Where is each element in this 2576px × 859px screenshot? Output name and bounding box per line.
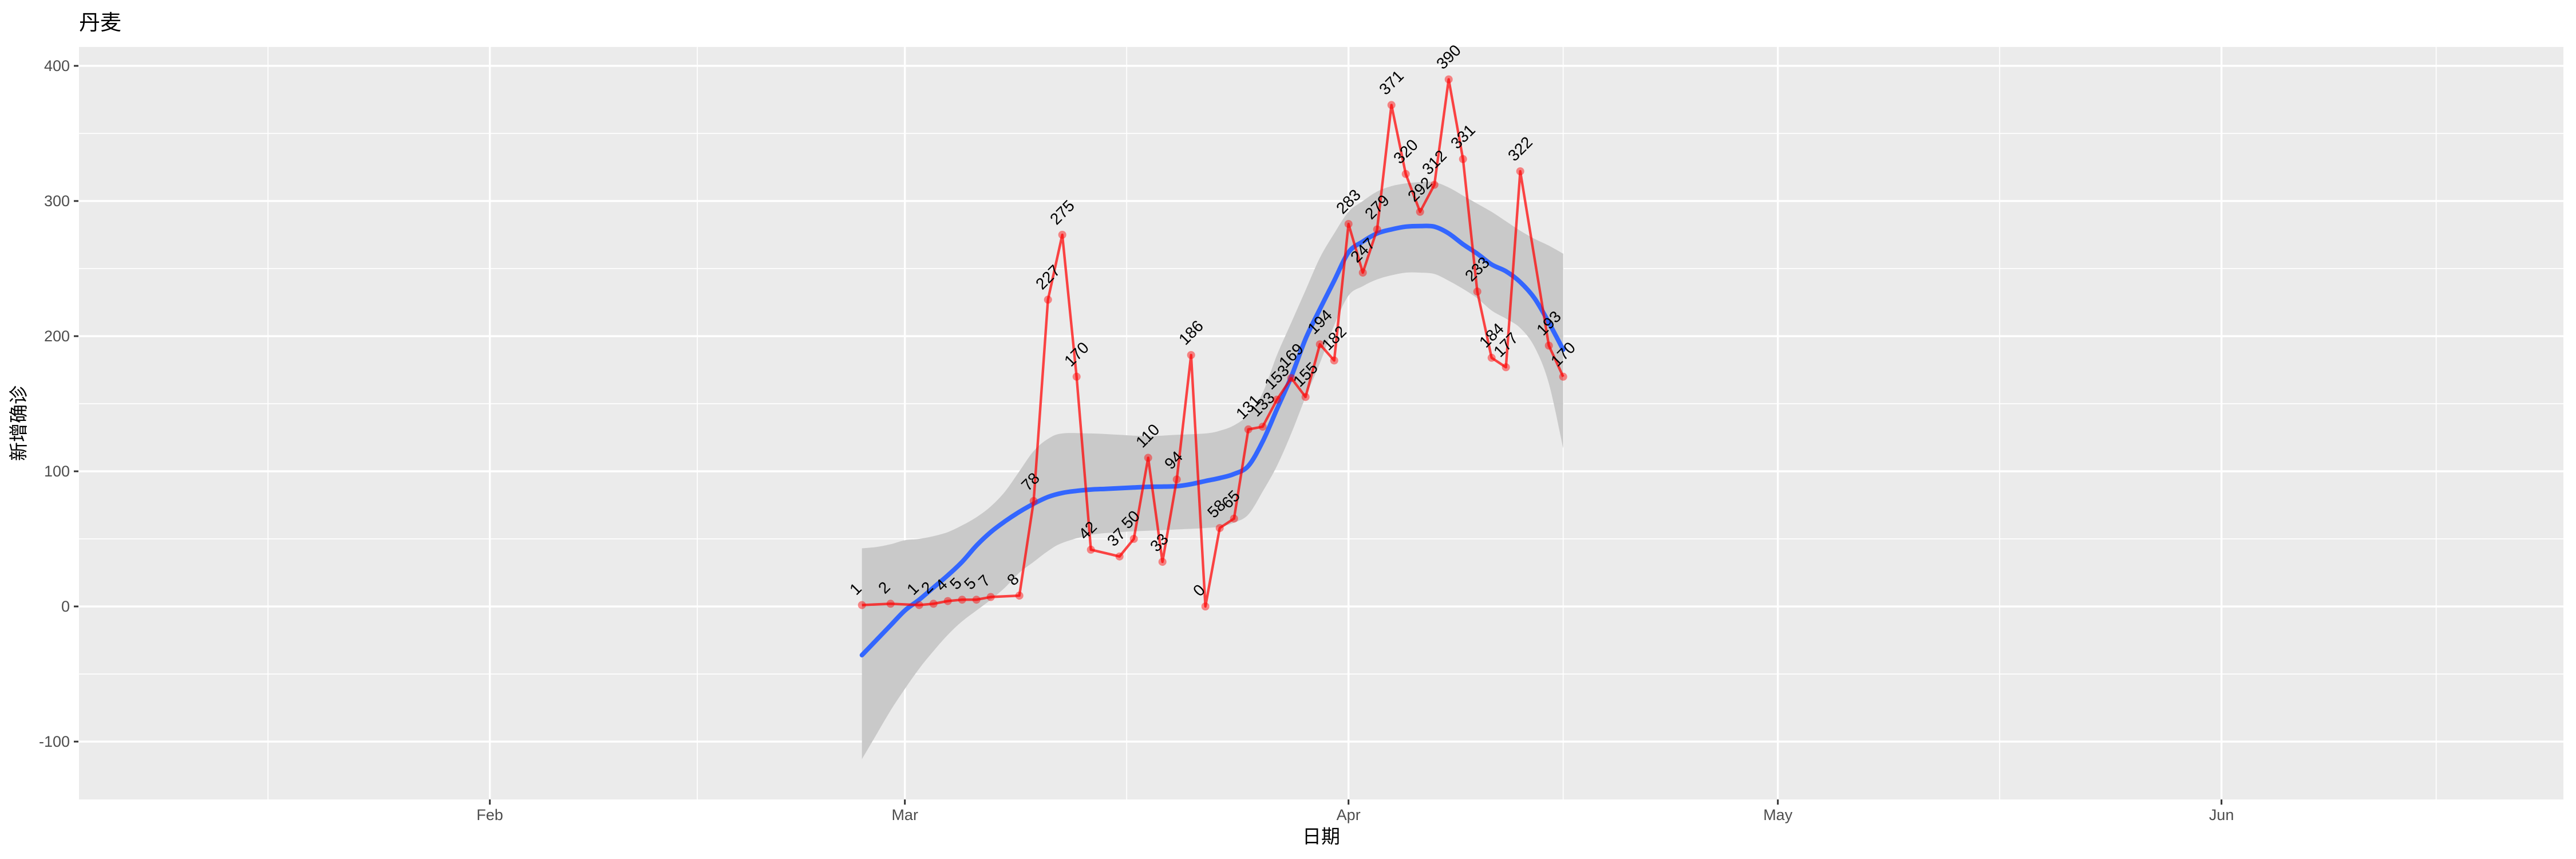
y-axis-title: 新增确诊 xyxy=(8,385,29,461)
data-point xyxy=(915,601,923,609)
confidence-ribbon xyxy=(862,182,1563,759)
data-point xyxy=(1287,374,1295,383)
data-point xyxy=(1144,454,1152,462)
data-point xyxy=(1201,602,1210,610)
data-point xyxy=(1129,535,1138,543)
data-point xyxy=(1444,75,1453,84)
data-point xyxy=(1029,497,1038,505)
data-point xyxy=(1086,545,1095,554)
data-point xyxy=(1373,225,1381,234)
panel-layer xyxy=(79,47,2563,799)
y-tick-label: 400 xyxy=(44,57,70,74)
smooth-line xyxy=(859,223,1566,657)
x-tick-label: Feb xyxy=(476,806,503,823)
data-point xyxy=(1459,155,1467,163)
data-point xyxy=(1230,514,1238,523)
data-point xyxy=(1516,167,1524,176)
y-tick-label: 100 xyxy=(44,463,70,480)
data-point xyxy=(1358,269,1367,277)
data-point xyxy=(1330,356,1338,365)
data-point xyxy=(929,600,938,608)
data-point xyxy=(1215,524,1224,533)
data-point xyxy=(886,600,895,608)
data-point xyxy=(1544,341,1553,350)
data-point xyxy=(1416,207,1424,216)
x-tick-label: May xyxy=(1763,806,1793,823)
data-point xyxy=(972,596,981,604)
data-point xyxy=(1258,423,1267,431)
chart-title: 丹麦 xyxy=(79,11,121,34)
data-point xyxy=(1244,425,1253,434)
x-tick-label: Apr xyxy=(1337,806,1361,823)
data-point xyxy=(986,593,995,601)
data-point xyxy=(1387,101,1396,109)
data-point xyxy=(1430,180,1439,189)
data-point xyxy=(1301,393,1310,401)
data-point xyxy=(1115,552,1124,561)
y-tick-label: 200 xyxy=(44,328,70,345)
data-point xyxy=(1044,295,1052,304)
smooth-line-layer xyxy=(859,223,1566,657)
data-point xyxy=(1187,351,1195,359)
grid-layer xyxy=(79,47,2563,799)
confidence-ribbon-layer xyxy=(862,182,1563,759)
y-tick-label: -100 xyxy=(39,733,70,750)
data-point xyxy=(958,596,966,604)
data-point xyxy=(1158,558,1167,566)
data-point xyxy=(1473,287,1481,296)
data-point xyxy=(943,597,952,605)
data-point xyxy=(1058,231,1066,239)
data-point xyxy=(1401,170,1410,178)
data-point xyxy=(1015,592,1024,600)
axis-layer: Feb Mar Apr May Jun 400 300 200 100 0 -100 xyxy=(39,57,2234,823)
data-point xyxy=(1502,363,1510,372)
data-point xyxy=(1487,353,1496,362)
data-point xyxy=(1315,340,1324,349)
x-tick-label: Mar xyxy=(891,806,918,823)
data-point xyxy=(1072,372,1081,381)
x-tick-label: Jun xyxy=(2209,806,2234,823)
data-point xyxy=(1172,475,1181,484)
x-axis-title: 日期 xyxy=(1302,826,1340,847)
data-point xyxy=(1344,220,1353,228)
data-point xyxy=(1559,372,1567,381)
y-tick-label: 0 xyxy=(61,598,70,615)
data-point xyxy=(1273,395,1281,404)
panel-background xyxy=(79,47,2563,799)
y-tick-label: 300 xyxy=(44,192,70,210)
data-point xyxy=(858,601,866,609)
data-line xyxy=(862,78,1564,608)
